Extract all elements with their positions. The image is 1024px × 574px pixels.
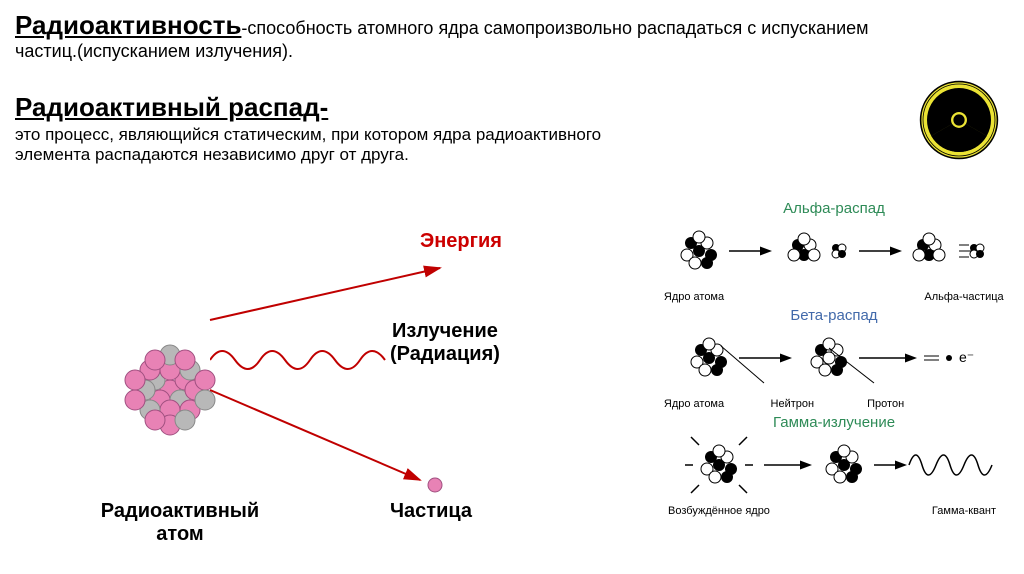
desc-radioactivity-a: -способность атомного ядра самопроизволь… bbox=[241, 18, 868, 38]
electron-symbol: e⁻ bbox=[959, 349, 974, 365]
particle-label: Частица bbox=[390, 500, 472, 523]
alpha-title: Альфа-распад bbox=[659, 200, 1009, 217]
title-radioactivity: Радиоактивность bbox=[15, 10, 241, 40]
desc-decay: это процесс, являющийся статическим, при… bbox=[15, 125, 615, 165]
radiation-label-2: (Радиация) bbox=[390, 343, 500, 365]
particle-arrow-icon bbox=[200, 380, 460, 500]
alpha-nucleus-label: Ядро атома bbox=[659, 291, 729, 303]
gamma-diagram-icon bbox=[664, 435, 1004, 505]
title-decay: Радиоактивный распад- bbox=[15, 92, 1009, 123]
radiation-hazard-icon bbox=[919, 80, 999, 160]
beta-proton-label: Протон bbox=[856, 398, 916, 410]
beta-neutron-label: Нейтрон bbox=[762, 398, 822, 410]
beta-diagram-icon: e⁻ bbox=[664, 328, 1004, 398]
alpha-particle-label: Альфа-частица bbox=[919, 291, 1009, 303]
radiation-label-1: Излучение bbox=[392, 320, 498, 342]
decay-types-column: Альфа-распад Ядро атома Альфа-частица Бе bbox=[659, 200, 1009, 521]
desc-radioactivity-b: частиц.(испусканием излучения). bbox=[15, 41, 1009, 62]
beta-title: Бета-распад bbox=[659, 307, 1009, 324]
radiation-wave-icon bbox=[210, 340, 410, 380]
radiation-label: Излучение (Радиация) bbox=[390, 320, 500, 366]
beta-nucleus-label: Ядро атома bbox=[659, 398, 729, 410]
main-decay-diagram: Радиоактивный атом Энергия Излучение (Ра… bbox=[80, 230, 580, 550]
atom-label: Радиоактивный атом bbox=[90, 500, 270, 546]
gamma-excited-label: Возбуждённое ядро bbox=[659, 505, 779, 517]
gamma-quantum-label: Гамма-квант bbox=[919, 505, 1009, 517]
gamma-title: Гамма-излучение bbox=[659, 414, 1009, 431]
energy-label: Энергия bbox=[420, 230, 502, 253]
header-block: Радиоактивность-способность атомного ядр… bbox=[15, 10, 1009, 165]
alpha-diagram-icon bbox=[664, 221, 1004, 291]
